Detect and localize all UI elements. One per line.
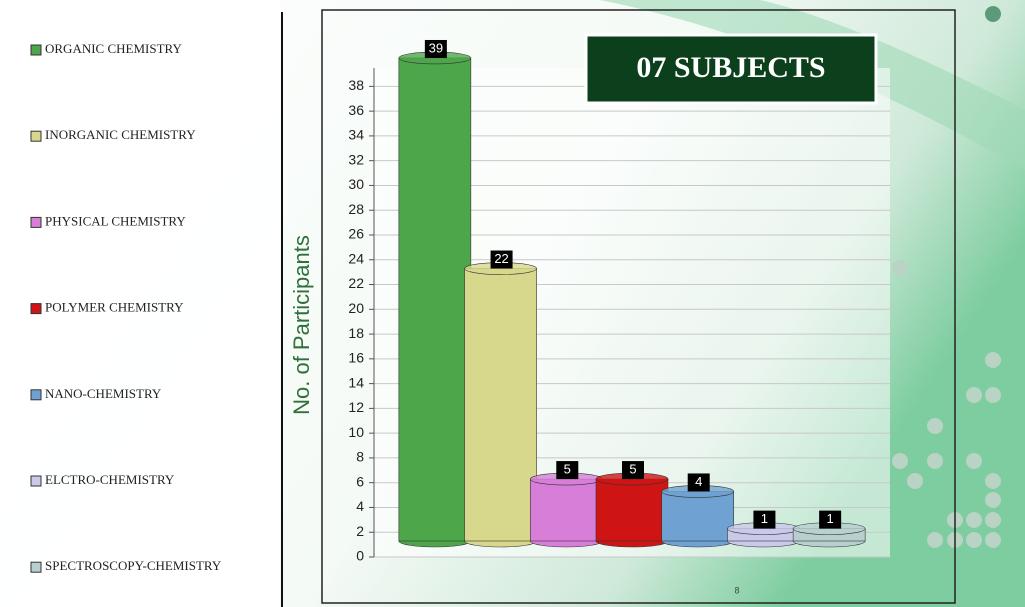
y-tick-label: 8 [356,449,364,465]
y-tick-label: 14 [348,374,364,390]
legend-swatch [30,216,42,228]
value-label-box [556,461,579,480]
bar [464,268,537,542]
y-tick-label: 6 [356,473,364,489]
y-tick-label: 34 [348,127,364,143]
value-label: 22 [494,251,508,266]
chart-title: 07 SUBJECTS [636,51,825,84]
y-tick-label: 10 [348,424,364,440]
y-tick-label: 20 [348,300,364,316]
title-box [584,33,878,105]
value-label-box [753,510,776,529]
legend-label: INORGANIC CHEMISTRY [45,127,196,142]
bar [595,478,669,542]
legend-label: ELCTRO-CHEMISTRY [45,472,175,487]
legend-label: NANO-CHEMISTRY [45,386,162,401]
legend-label: ORGANIC CHEMISTRY [45,41,182,56]
chart-frame [321,9,956,604]
y-tick-label: 12 [348,399,364,415]
value-label-box [622,461,644,480]
legend-swatch [30,130,42,142]
legend-swatch [30,44,42,56]
y-tick-label: 30 [348,176,364,192]
legend-swatch [30,389,42,401]
y-tick-label: 22 [348,275,364,291]
y-tick-label: 16 [348,350,364,366]
bar [529,478,603,542]
value-label: 1 [827,511,834,526]
value-label-box [819,510,842,529]
legend-swatch [30,475,42,487]
page-number: 8 [734,585,739,595]
value-label-box [687,473,710,492]
y-tick-label: 28 [348,201,364,217]
y-tick-label: 18 [348,325,364,341]
y-tick-label: 32 [348,151,364,167]
y-tick-label: 0 [356,548,364,564]
legend-panel [0,0,280,607]
bar [661,491,735,542]
bar [398,57,472,542]
decor-dots [892,6,1001,548]
y-tick-label: 2 [356,523,364,539]
value-label: 1 [761,511,768,526]
y-tick-label: 24 [348,250,364,266]
value-label-box [490,250,513,269]
legend-label: PHYSICAL CHEMISTRY [45,213,186,228]
value-label: 5 [564,462,571,477]
value-label: 39 [429,40,443,55]
value-label-box [424,39,447,58]
y-tick-label: 26 [348,226,364,242]
value-label: 5 [629,462,636,477]
y-tick-label: 4 [356,498,364,514]
y-tick-label: 36 [348,102,364,118]
legend-label: SPECTROSCOPY-CHEMISTRY [45,558,222,573]
y-tick-label: 38 [348,77,364,93]
legend-swatch [30,561,42,573]
legend-swatch [30,303,42,315]
y-axis-label: No. of Participants [289,235,314,415]
value-label: 4 [695,474,702,489]
legend-label: POLYMER CHEMISTRY [45,300,184,315]
